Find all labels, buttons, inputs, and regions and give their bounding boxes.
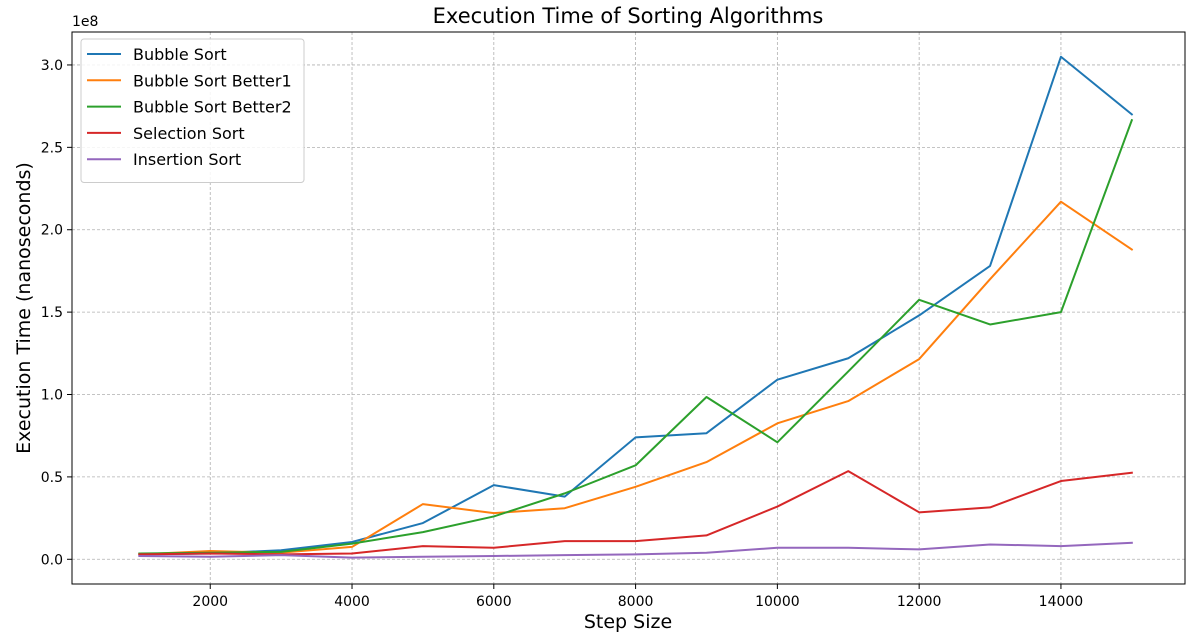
legend-label-insertion-sort: Insertion Sort	[133, 150, 241, 169]
legend-box	[80, 38, 305, 183]
x-tick-label: 10000	[755, 594, 800, 610]
axes-layer	[71, 31, 1186, 585]
y-offset-label: 1e8	[72, 14, 98, 30]
y-tick-label: 1.0	[41, 388, 63, 404]
x-tick-label: 12000	[897, 594, 942, 610]
x-tick-label: 2000	[192, 594, 228, 610]
series-line-selection-sort	[138, 470, 1133, 556]
ticks-layer: 2000 4000 6000 8000 10000 12000 14000 0.0 0.5 1.0…	[41, 58, 1083, 610]
plot-frame	[71, 31, 1186, 585]
y-tick-label: 0.5	[41, 470, 63, 486]
grid-layer	[72, 32, 1185, 584]
x-tick-label: 4000	[334, 594, 370, 610]
x-tick-label: 6000	[476, 594, 512, 610]
y-tick-label: 2.0	[41, 223, 63, 239]
legend-label-selection-sort: Selection Sort	[133, 124, 245, 143]
series-line-bubble-sort-better1	[138, 200, 1134, 556]
legend-label-bubble-sort: Bubble Sort	[133, 45, 227, 64]
y-tick-label: 2.5	[41, 140, 63, 156]
x-tick-label: 14000	[1039, 594, 1084, 610]
legend: Bubble Sort Bubble Sort Better1 Bubble Sor…	[80, 38, 305, 183]
y-tick-label: 0.0	[41, 552, 63, 568]
series-line-insertion-sort	[138, 541, 1133, 559]
y-axis-label: Execution Time (nanoseconds)	[13, 162, 35, 454]
series-line-bubble-sort-better2	[138, 118, 1134, 555]
legend-label-bubble-sort-better1: Bubble Sort Better1	[133, 71, 292, 90]
legend-label-bubble-sort-better2: Bubble Sort Better2	[133, 98, 292, 117]
series-layer	[138, 55, 1134, 559]
chart-title: Execution Time of Sorting Algorithms	[433, 4, 824, 28]
y-tick-label: 3.0	[41, 58, 63, 74]
y-tick-label: 1.5	[41, 305, 63, 321]
x-tick-label: 8000	[618, 594, 654, 610]
series-line-bubble-sort	[138, 55, 1134, 556]
x-axis-label: Step Size	[584, 611, 672, 633]
